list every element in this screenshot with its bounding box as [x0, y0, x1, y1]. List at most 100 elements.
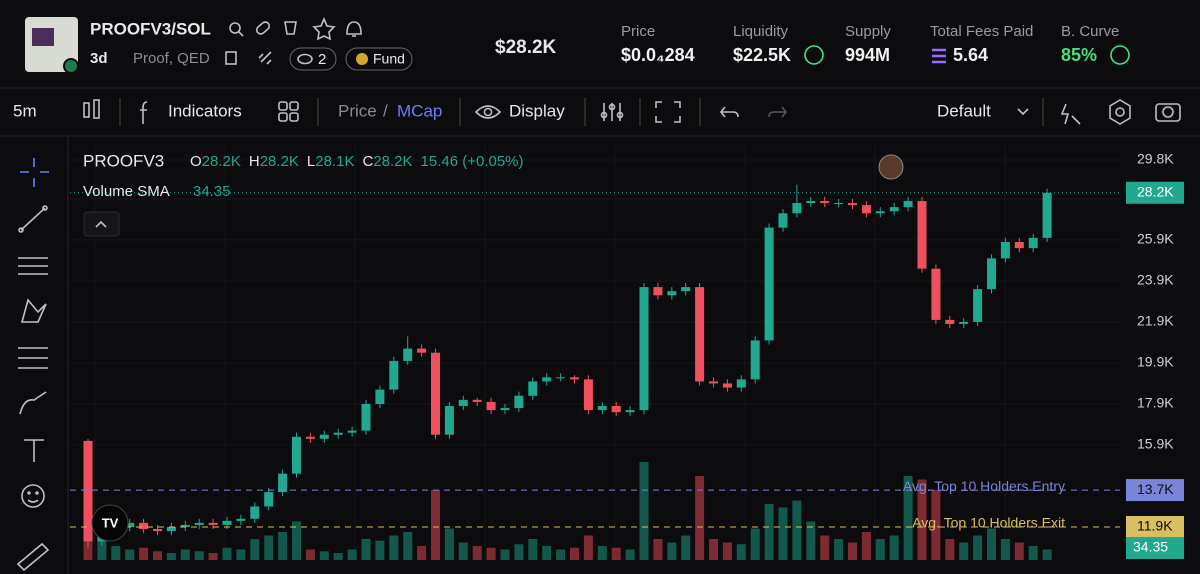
level-badge — [1126, 515, 1184, 538]
legend-symbol: PROOFV3 — [83, 151, 164, 170]
y-tick-label: 25.9K — [1137, 231, 1174, 247]
display-button[interactable]: Display — [509, 101, 565, 120]
volume-bar — [208, 553, 218, 560]
volume-bar — [486, 547, 496, 560]
candle-body — [1014, 241, 1024, 249]
fund-icon — [356, 53, 368, 65]
stats: Price $0.0₄284 Liquidity $22.5K Supply 994M To… — [621, 23, 1130, 65]
candle-body — [820, 200, 830, 204]
logo-detail — [32, 28, 54, 46]
stat-label: Price — [621, 23, 655, 40]
indicators-button[interactable]: Indicators — [168, 101, 242, 120]
legend-o: 28.2K — [202, 153, 241, 170]
volume-bar — [639, 462, 649, 560]
stat-value: $22.5K — [733, 45, 791, 65]
candle-body — [667, 291, 677, 296]
y-tick-label: 15.9K — [1137, 436, 1174, 452]
candle-body — [153, 529, 162, 532]
candle-body — [208, 522, 218, 525]
candle-body — [361, 403, 371, 431]
volume-bar — [514, 544, 524, 560]
level-label: 13.7K — [1137, 481, 1174, 497]
candle-body — [945, 319, 955, 324]
layout-select[interactable]: Default — [937, 101, 991, 120]
copy-icon[interactable] — [225, 51, 237, 65]
candle-body — [917, 200, 927, 269]
candle-body — [264, 492, 274, 507]
candle-body — [556, 377, 566, 379]
fund-label: Fund — [373, 51, 405, 67]
legend-l: 28.1K — [315, 153, 354, 170]
candle-body — [1028, 237, 1038, 249]
price-toggle[interactable]: Price — [338, 101, 377, 120]
header-icons[interactable] — [229, 16, 362, 41]
volume-bar — [889, 535, 899, 560]
volume-bar — [722, 542, 732, 560]
legend-c: 28.2K — [373, 153, 412, 170]
candle-body — [750, 340, 760, 380]
candle-body — [292, 436, 301, 474]
candle-body — [542, 377, 552, 382]
volume-bar — [570, 547, 579, 560]
fund-badge[interactable] — [345, 47, 413, 71]
candle-body — [444, 406, 454, 435]
volume-bar — [1014, 542, 1024, 560]
volume-bar — [431, 490, 440, 560]
mcap-toggle[interactable]: MCap — [397, 101, 442, 120]
volume-bar — [528, 539, 538, 560]
watchers-badge[interactable] — [289, 47, 337, 71]
toggle-separator: / — [383, 101, 388, 120]
volume-bar — [583, 535, 593, 560]
volume-bar — [625, 549, 635, 560]
level-name: Avg. Top 10 Holders Exit — [912, 515, 1065, 531]
candle-body — [222, 520, 232, 525]
level-label: 11.9K — [1137, 518, 1173, 534]
drawing-tools[interactable] — [16, 158, 50, 572]
stat-label: Total Fees Paid — [930, 23, 1033, 40]
volume-bar — [417, 546, 427, 560]
edit-badge[interactable] — [63, 58, 79, 74]
legend-h: 28.2K — [260, 153, 299, 170]
collapse-button[interactable] — [83, 211, 120, 237]
candle-body — [486, 401, 496, 411]
current-price-label: 28.2K — [1137, 183, 1174, 199]
volume-bar — [319, 551, 329, 560]
tv-logo[interactable] — [91, 504, 129, 542]
candle-body — [987, 258, 996, 290]
candle-body — [166, 526, 176, 532]
volume-bar — [695, 476, 705, 560]
candle-body — [848, 203, 857, 206]
volume-bar — [778, 507, 788, 560]
volume-bar — [806, 521, 816, 560]
candle-body — [570, 377, 579, 380]
lock-icon — [804, 45, 824, 65]
avatar-marker[interactable] — [878, 154, 904, 180]
candle-body — [625, 410, 635, 413]
volume-bar — [236, 549, 246, 560]
candle-body — [611, 406, 621, 413]
candle-body — [722, 383, 732, 388]
stat-label: B. Curve — [1061, 23, 1119, 40]
candle-body — [709, 381, 718, 384]
candle-body — [180, 524, 190, 527]
volume-bar — [222, 547, 232, 560]
watchers-count: 2 — [318, 51, 326, 68]
toolbar-icons[interactable] — [83, 98, 1181, 126]
volume-bar — [875, 539, 885, 560]
token-age: 3d — [90, 50, 108, 67]
candle-body — [250, 506, 260, 519]
legend-h-label: H — [249, 153, 260, 170]
volume-bar — [848, 542, 857, 560]
candle-body — [125, 522, 135, 527]
volume-bar — [1028, 546, 1038, 560]
tv-logo-text: TV — [102, 515, 119, 530]
candle-body — [458, 399, 468, 407]
volume-bar — [834, 539, 844, 560]
candle-body — [236, 518, 246, 521]
link-icon[interactable] — [258, 51, 272, 65]
candle-body — [417, 348, 427, 353]
volume-bar — [611, 547, 621, 560]
interval[interactable]: 5m — [13, 101, 37, 120]
edit-icon[interactable] — [1110, 45, 1130, 65]
y-tick-label: 21.9K — [1137, 313, 1174, 329]
